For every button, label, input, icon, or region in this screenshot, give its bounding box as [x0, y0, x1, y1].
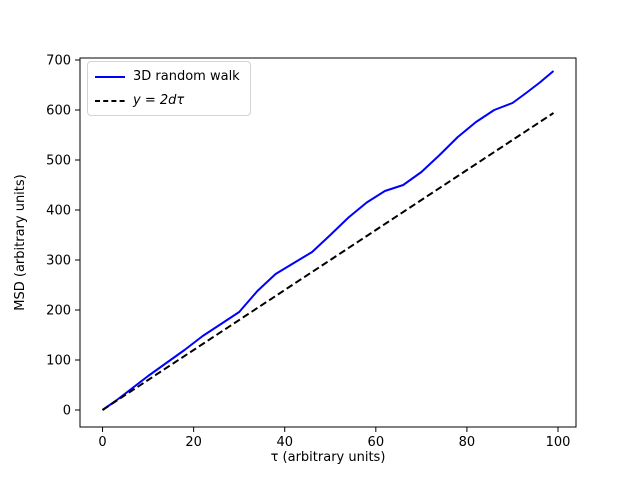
y-tick-label: 0 [63, 404, 71, 419]
legend: 3D random walk y = 2dτ [87, 61, 251, 116]
x-tick-label: 40 [276, 435, 293, 450]
y-tick-label: 100 [46, 354, 71, 369]
axes-spines [79, 57, 577, 428]
y-axis-label: MSD (arbitrary units) [13, 174, 28, 310]
x-tick-label: 0 [98, 435, 106, 450]
x-tick-label: 60 [368, 435, 385, 450]
y-tick-label: 200 [46, 304, 71, 319]
x-tick-label: 20 [185, 435, 202, 450]
legend-line-sample-dashed [95, 99, 125, 102]
x-tick-label: 100 [546, 435, 571, 450]
y-tick-label: 600 [46, 104, 71, 119]
legend-label-math: y = 2dτ [133, 93, 185, 108]
y-tick-label: 500 [46, 154, 71, 169]
y-tick-label: 400 [46, 204, 71, 219]
legend-item-random-walk: 3D random walk [95, 66, 240, 87]
y-tick-label: 700 [46, 54, 71, 69]
legend-item-theory: y = 2dτ [95, 90, 240, 111]
x-axis-label: τ (arbitrary units) [271, 450, 386, 465]
legend-label: 3D random walk [133, 69, 240, 84]
x-tick-label: 80 [459, 435, 476, 450]
y-tick-label: 300 [46, 254, 71, 269]
legend-line-sample-solid [95, 75, 125, 78]
series-line-0 [101, 70, 555, 411]
series-line-1 [101, 112, 555, 411]
